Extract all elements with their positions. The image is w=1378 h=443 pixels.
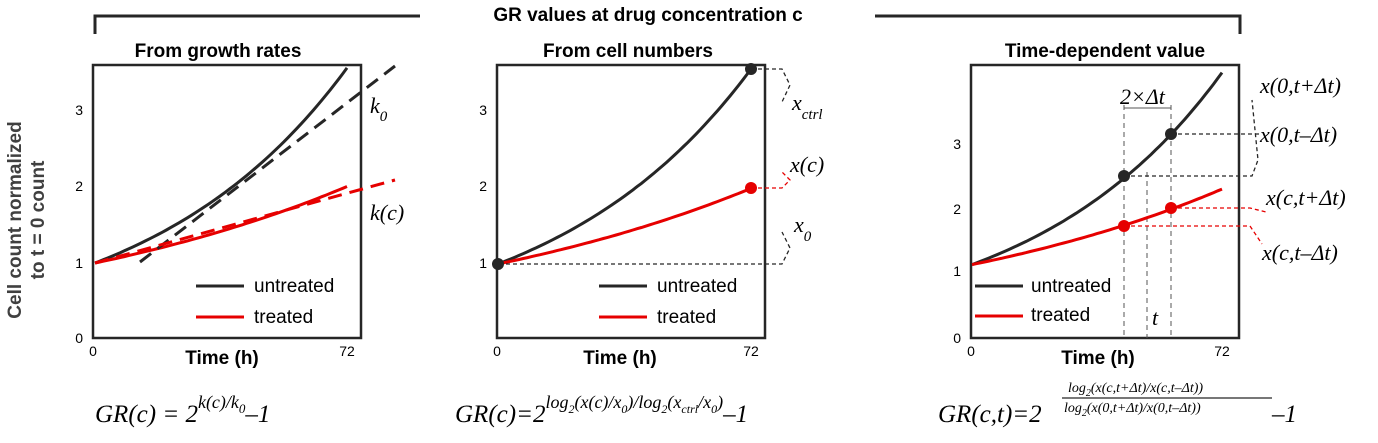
k0-label: k0 [370, 93, 388, 125]
panel-cell-numbers: From cell numbers 1 2 3 0 72 Time (h) xc… [455, 41, 824, 428]
legend-untreated-label: untreated [657, 276, 737, 297]
equation-tail: –1 [1271, 401, 1297, 428]
x-tick-label: 0 [493, 343, 501, 359]
xctrl-label: xctrl [791, 90, 823, 123]
annotation-xc-t-minus: x(c,t–Δt) [1261, 240, 1338, 265]
marker-start [492, 258, 504, 270]
a4-leader [1124, 225, 1263, 245]
x0-leader [499, 231, 791, 265]
x-tick-label: 0 [967, 343, 975, 359]
y-axis-label-line2: to t = 0 count [28, 160, 49, 279]
untreated-tangent-line [139, 64, 396, 264]
a3-leader [1171, 207, 1267, 213]
equation-gr: GR(c)=2log2(x(c)/x0)/log2(xctrl/x0)–1 [455, 392, 748, 428]
delta-t-label: 2×Δt [1120, 84, 1166, 109]
x-tick-label: 0 [89, 343, 97, 359]
panel-growth-rates: From growth rates 0 1 2 3 0 72 Time (h) … [75, 41, 404, 428]
annotation-x0-t-plus: x(0,t+Δt) [1259, 73, 1341, 98]
xctrl-leader [751, 68, 791, 103]
y-tick-label: 2 [953, 201, 961, 217]
annotation-x0-t-minus: x(0,t–Δt) [1259, 122, 1337, 147]
treated-curve [497, 186, 752, 266]
panel-time-dependent: Time-dependent value 0 1 2 3 0 72 Time (… [938, 41, 1346, 428]
x-axis-label: Time (h) [185, 348, 259, 369]
untreated-curve [497, 68, 753, 266]
kc-label: k(c) [370, 200, 404, 225]
header-title: GR values at drug concentration c [493, 5, 803, 26]
treated-curve [94, 185, 348, 265]
y-tick-label: 1 [479, 255, 487, 271]
a1-leader [1124, 99, 1259, 177]
equation-lhs: GR(c,t)=2 [938, 401, 1042, 428]
panel-title: From growth rates [135, 41, 302, 62]
y-tick-label: 3 [75, 102, 83, 118]
equation-gr: GR(c) = 2k(c)/k0–1 [95, 392, 270, 428]
marker-untreated-t-minus [1118, 170, 1130, 182]
legend: untreated treated [599, 276, 737, 328]
marker-treated-t-minus [1118, 220, 1130, 232]
legend-treated-label: treated [254, 307, 313, 328]
panel-title: From cell numbers [543, 41, 713, 62]
xc-leader [751, 171, 791, 189]
plot-frame [91, 63, 363, 340]
legend-untreated-label: untreated [254, 276, 334, 297]
y-tick-label: 0 [75, 330, 83, 346]
y-tick-label: 2 [479, 178, 487, 194]
y-tick-label: 1 [953, 263, 961, 279]
y-axis-label-line1: Cell count normalized [5, 121, 26, 318]
marker-untreated-end [745, 63, 757, 75]
x-axis-label: Time (h) [1061, 348, 1135, 369]
header-bracket [93, 14, 1242, 34]
legend-treated-label: treated [657, 307, 716, 328]
equation-numerator: log2(x(c,t+Δt)/x(c,t–Δt)) [1068, 381, 1203, 399]
untreated-curve [971, 71, 1224, 267]
equation-denominator: log2(x(0,t+Δt)/x(0,t–Δt)) [1064, 401, 1201, 419]
marker-treated-t-plus [1165, 202, 1177, 214]
y-tick-label: 1 [75, 255, 83, 271]
annotation-xc-t-plus: x(c,t+Δt) [1265, 185, 1346, 210]
x0-label: x0 [793, 212, 812, 245]
y-tick-label: 3 [953, 136, 961, 152]
t-label: t [1152, 305, 1159, 330]
legend-untreated-label: untreated [1031, 276, 1111, 297]
x-axis-label: Time (h) [583, 348, 657, 369]
legend-treated-label: treated [1031, 305, 1090, 326]
marker-untreated-t-plus [1165, 128, 1177, 140]
x-tick-label: 72 [743, 343, 759, 359]
legend: untreated treated [196, 276, 334, 328]
y-tick-label: 2 [75, 178, 83, 194]
plot-frame [969, 63, 1241, 340]
y-tick-label: 3 [479, 102, 487, 118]
marker-treated-end [745, 182, 757, 194]
y-axis-label: Cell count normalized to t = 0 count [5, 121, 49, 318]
legend: untreated treated [975, 276, 1111, 326]
treated-curve [971, 187, 1223, 267]
y-tick-label: 0 [953, 330, 961, 346]
plot-frame [495, 63, 767, 340]
treated-tangent-line [94, 178, 396, 265]
xc-label: x(c) [789, 152, 824, 177]
untreated-curve [94, 67, 349, 265]
panel-title: Time-dependent value [1005, 41, 1205, 62]
x-tick-label: 72 [339, 343, 355, 359]
x-tick-label: 72 [1214, 343, 1230, 359]
equation-gr-time: GR(c,t)=2 log2(x(c,t+Δt)/x(c,t–Δt)) log2… [938, 381, 1297, 428]
